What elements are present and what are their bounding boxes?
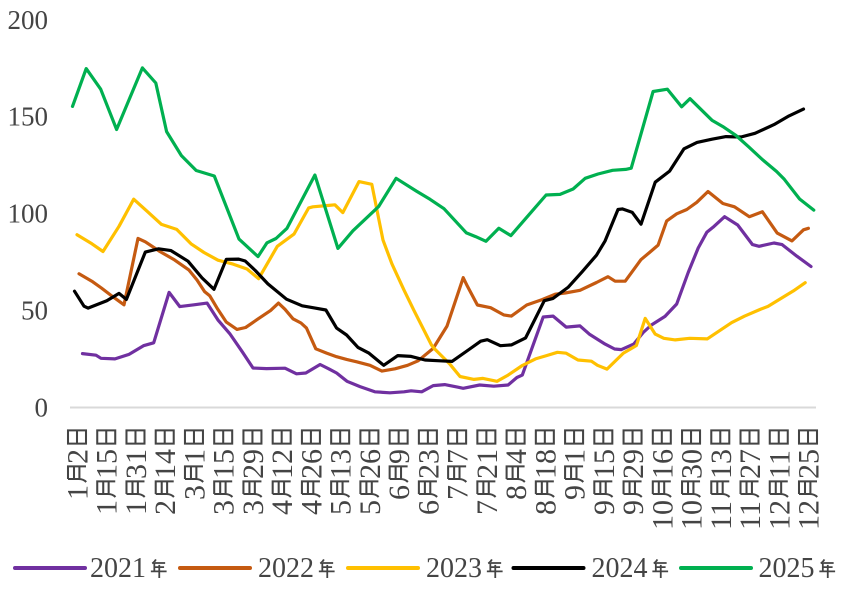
svg-text:1: 1 bbox=[120, 500, 153, 515]
svg-text:2: 2 bbox=[62, 449, 95, 464]
svg-text:2022: 2022 bbox=[258, 553, 314, 584]
svg-text:15: 15 bbox=[208, 449, 241, 479]
svg-text:11: 11 bbox=[734, 501, 767, 530]
svg-text:2023: 2023 bbox=[426, 553, 482, 584]
svg-text:5: 5 bbox=[325, 500, 358, 515]
svg-text:150: 150 bbox=[8, 102, 49, 132]
svg-text:26: 26 bbox=[295, 449, 328, 479]
svg-text:6: 6 bbox=[383, 485, 416, 500]
svg-text:27: 27 bbox=[734, 449, 767, 479]
svg-text:1: 1 bbox=[178, 449, 211, 464]
svg-text:11: 11 bbox=[705, 501, 738, 530]
svg-text:15: 15 bbox=[91, 449, 124, 479]
svg-text:1: 1 bbox=[91, 500, 124, 515]
svg-text:2025: 2025 bbox=[759, 553, 815, 584]
svg-text:100: 100 bbox=[8, 199, 49, 229]
svg-text:3: 3 bbox=[237, 500, 270, 515]
svg-text:25: 25 bbox=[793, 449, 826, 479]
svg-text:7: 7 bbox=[442, 485, 475, 500]
svg-text:3: 3 bbox=[178, 485, 211, 500]
svg-text:200: 200 bbox=[8, 5, 49, 35]
svg-text:13: 13 bbox=[325, 449, 358, 479]
svg-text:11: 11 bbox=[763, 450, 796, 479]
svg-text:23: 23 bbox=[412, 449, 445, 479]
svg-text:18: 18 bbox=[529, 449, 562, 479]
svg-text:14: 14 bbox=[149, 449, 182, 479]
svg-text:4: 4 bbox=[295, 500, 328, 515]
svg-text:2024: 2024 bbox=[592, 553, 648, 584]
svg-text:4: 4 bbox=[500, 449, 533, 464]
svg-text:3: 3 bbox=[208, 500, 241, 515]
svg-text:1: 1 bbox=[62, 485, 95, 500]
svg-text:6: 6 bbox=[412, 500, 445, 515]
svg-text:9: 9 bbox=[617, 500, 650, 515]
svg-text:1: 1 bbox=[559, 449, 592, 464]
svg-text:10: 10 bbox=[676, 500, 709, 530]
svg-text:21: 21 bbox=[471, 449, 504, 479]
svg-text:9: 9 bbox=[588, 500, 621, 515]
svg-text:31: 31 bbox=[120, 449, 153, 479]
svg-text:2: 2 bbox=[149, 500, 182, 515]
svg-text:5: 5 bbox=[354, 500, 387, 515]
svg-text:7: 7 bbox=[442, 449, 475, 464]
svg-text:16: 16 bbox=[646, 449, 679, 479]
svg-text:9: 9 bbox=[383, 449, 416, 464]
svg-text:7: 7 bbox=[471, 500, 504, 515]
svg-text:12: 12 bbox=[763, 500, 796, 530]
svg-text:29: 29 bbox=[617, 449, 650, 479]
svg-text:26: 26 bbox=[354, 449, 387, 479]
svg-text:8: 8 bbox=[529, 500, 562, 515]
svg-text:12: 12 bbox=[793, 500, 826, 530]
svg-text:13: 13 bbox=[705, 449, 738, 479]
svg-text:0: 0 bbox=[35, 392, 49, 422]
svg-text:10: 10 bbox=[646, 500, 679, 530]
svg-text:15: 15 bbox=[588, 449, 621, 479]
svg-text:4: 4 bbox=[266, 500, 299, 515]
svg-text:2021: 2021 bbox=[90, 553, 146, 584]
svg-text:29: 29 bbox=[237, 449, 270, 479]
svg-text:30: 30 bbox=[676, 449, 709, 479]
svg-text:50: 50 bbox=[21, 295, 48, 325]
svg-text:9: 9 bbox=[559, 485, 592, 500]
svg-text:12: 12 bbox=[266, 449, 299, 479]
svg-text:8: 8 bbox=[500, 485, 533, 500]
